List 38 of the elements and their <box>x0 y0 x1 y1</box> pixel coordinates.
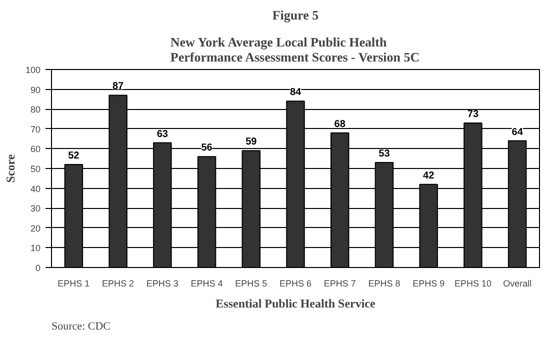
y-axis-title: Score <box>3 154 18 183</box>
data-label: 53 <box>378 148 390 160</box>
y-tick-label: 20 <box>30 223 41 234</box>
x-tick-label: EPHS 3 <box>146 278 178 288</box>
y-tick-label: 100 <box>25 65 41 75</box>
x-tick-label: EPHS 6 <box>279 278 312 288</box>
data-label: 59 <box>246 136 258 148</box>
y-tick-label: 90 <box>30 84 41 95</box>
x-tick-label: EPHS 2 <box>102 278 134 288</box>
source-note: Source: CDC <box>52 320 110 332</box>
x-tick-label: EPHS 7 <box>324 278 356 288</box>
y-tick-label: 50 <box>30 164 41 174</box>
chart-subtitle: New York Average Local Public Health Performance Assessment Scores - Version 5C <box>170 34 420 64</box>
data-label: 64 <box>512 126 524 138</box>
x-axis-title: Essential Public Health Service <box>216 296 376 310</box>
x-tick-label: EPHS 8 <box>368 278 400 288</box>
y-tick-label: 60 <box>30 144 41 154</box>
data-label: 42 <box>423 170 435 182</box>
y-tick-label: 40 <box>30 184 41 194</box>
x-tick-label: EPHS 4 <box>190 278 223 288</box>
data-label: 68 <box>334 118 346 130</box>
x-tick-label: EPHS 10 <box>454 278 492 288</box>
x-tick-label: EPHS 1 <box>58 278 90 288</box>
data-label: 73 <box>467 108 479 120</box>
x-tick-label: Overall <box>503 278 532 288</box>
data-label: 56 <box>201 142 213 154</box>
y-tick-label: 80 <box>30 104 41 115</box>
y-tick-label: 30 <box>30 204 41 214</box>
data-label: 63 <box>156 128 168 140</box>
x-tick-label: EPHS 9 <box>412 278 445 288</box>
y-tick-label: 0 <box>35 263 41 273</box>
y-tick-label: 10 <box>30 243 41 254</box>
y-tick-label: 70 <box>30 124 41 134</box>
data-label: 87 <box>112 81 124 92</box>
x-tick-label: EPHS 5 <box>235 278 268 288</box>
data-label: 52 <box>68 150 80 162</box>
chart-title: Figure 5 <box>272 8 320 22</box>
data-label: 84 <box>290 87 302 98</box>
